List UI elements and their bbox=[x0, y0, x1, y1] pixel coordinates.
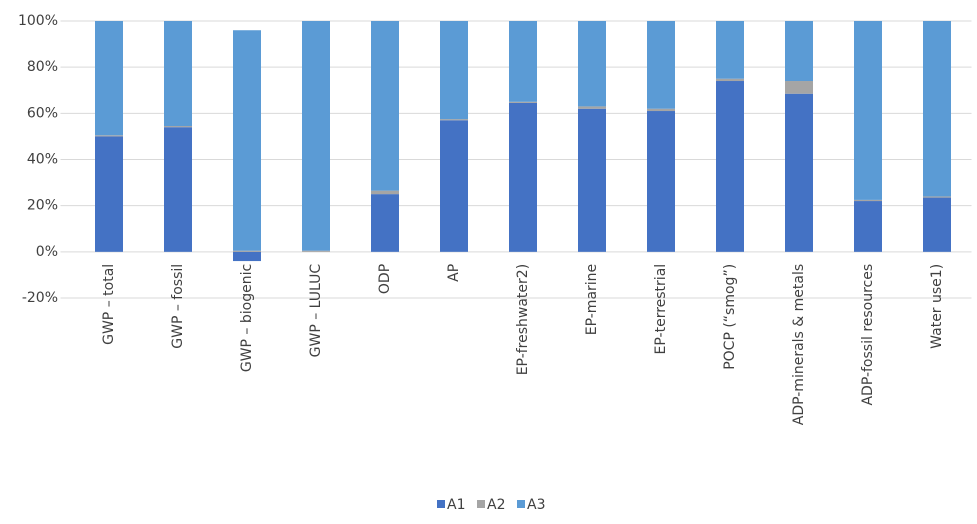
bar-segment bbox=[923, 21, 951, 197]
bar-segment bbox=[785, 81, 813, 94]
legend-label: A1 bbox=[447, 497, 465, 513]
x-tick-label: EP-marine bbox=[584, 264, 600, 335]
bar-segment bbox=[95, 136, 123, 252]
legend-swatch bbox=[477, 500, 485, 508]
bar-segment bbox=[164, 21, 192, 127]
bar-segment bbox=[854, 21, 882, 200]
bar-segment bbox=[854, 199, 882, 202]
x-tick-label: EP-freshwater2) bbox=[515, 264, 531, 375]
bar-segment bbox=[302, 250, 330, 252]
bar-segment bbox=[716, 81, 744, 252]
bar-segment bbox=[923, 196, 951, 198]
bar-segment bbox=[785, 21, 813, 82]
y-tick-label: 0% bbox=[36, 244, 58, 260]
bar-segment bbox=[785, 93, 813, 252]
bar-segment bbox=[509, 102, 537, 252]
bar-segment bbox=[233, 250, 261, 252]
y-tick-label: 40% bbox=[27, 152, 58, 168]
x-tick-label: ODP bbox=[377, 264, 393, 294]
x-tick-label: EP-terrestrial bbox=[653, 264, 669, 355]
bar-segment bbox=[578, 108, 606, 252]
bar-segment bbox=[509, 21, 537, 102]
x-tick-label: AP bbox=[446, 264, 462, 282]
bar-segment bbox=[923, 197, 951, 252]
bar-segment bbox=[716, 78, 744, 82]
bar-segment bbox=[440, 120, 468, 252]
bar-segment bbox=[440, 119, 468, 121]
bar-segment bbox=[647, 21, 675, 109]
bar-segment bbox=[371, 194, 399, 252]
x-tick-label: Water use1) bbox=[929, 264, 945, 349]
x-tick-label: GWP – biogenic bbox=[239, 264, 255, 372]
y-tick-label: -20% bbox=[22, 290, 58, 306]
bar-segment bbox=[95, 135, 123, 137]
bar-segment bbox=[95, 21, 123, 136]
y-tick-label: 100% bbox=[18, 13, 58, 29]
x-tick-label: GWP – total bbox=[101, 264, 117, 345]
y-tick-label: 20% bbox=[27, 198, 58, 214]
bar-segment bbox=[647, 108, 675, 112]
x-tick-label: GWP – LULUC bbox=[308, 264, 324, 358]
bar-segment bbox=[578, 106, 606, 109]
x-tick-label: ADP-minerals & metals bbox=[791, 264, 807, 425]
bar-segment bbox=[440, 21, 468, 120]
bar-segment bbox=[509, 101, 537, 103]
bar-segment bbox=[371, 190, 399, 195]
bar-segment bbox=[371, 21, 399, 191]
bar-segment bbox=[854, 201, 882, 252]
bar-segment bbox=[233, 251, 261, 262]
legend-swatch bbox=[517, 500, 525, 508]
bar-segment bbox=[578, 21, 606, 107]
bar-segment bbox=[647, 111, 675, 252]
x-tick-label: ADP-fossil resources bbox=[860, 264, 876, 406]
x-tick-label: GWP – fossil bbox=[170, 264, 186, 349]
bar-segment bbox=[233, 30, 261, 251]
y-tick-label: 80% bbox=[27, 59, 58, 75]
y-tick-label: 60% bbox=[27, 105, 58, 121]
bar-segment bbox=[164, 126, 192, 128]
legend-label: A2 bbox=[487, 497, 505, 513]
bar-segment bbox=[302, 21, 330, 251]
legend-label: A3 bbox=[527, 497, 545, 513]
legend-swatch bbox=[437, 500, 445, 508]
bar-segment bbox=[716, 21, 744, 79]
x-tick-label: POCP (“smog”) bbox=[722, 264, 738, 370]
bar-segment bbox=[164, 127, 192, 252]
